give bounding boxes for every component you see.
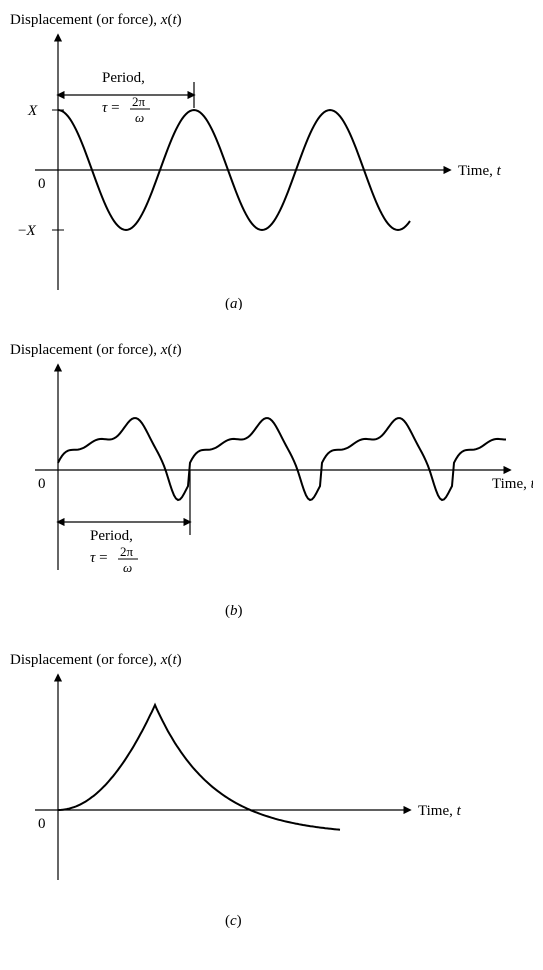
x-axis-label: Time, t — [458, 163, 502, 179]
origin-b: 0 — [38, 476, 46, 492]
svg-text:2π: 2π — [132, 94, 146, 109]
period-label-line1: Period, — [102, 70, 145, 86]
x-axis-label-b: Time, t — [492, 476, 533, 492]
panel-a: Displacement (or force), x(t) Time, t Pe… — [10, 10, 533, 310]
period-formula-b: Period, τ = 2π ω — [90, 528, 138, 575]
svg-text:τ =: τ = — [90, 550, 108, 566]
caption-a: (a) — [225, 296, 243, 310]
y-axis-label-b: Displacement (or force), x(t) — [10, 342, 182, 358]
svg-text:ω: ω — [135, 110, 144, 125]
y-axis-label-c: Displacement (or force), x(t) — [10, 652, 182, 668]
periodic-irregular-curve — [58, 418, 506, 500]
y-axis-label: Displacement (or force), x(t) — [10, 12, 182, 28]
svg-text:ω: ω — [123, 560, 132, 575]
transient-curve — [58, 705, 340, 830]
origin-c: 0 — [38, 816, 46, 832]
panel-b-svg: Displacement (or force), x(t) Time, t 0 … — [10, 340, 533, 620]
caption-c: (c) — [225, 913, 242, 929]
svg-text:Period,: Period, — [90, 528, 133, 544]
caption-b: (b) — [225, 603, 243, 619]
amp-pos: X — [27, 103, 38, 119]
origin-a: 0 — [38, 176, 46, 192]
panel-b: Displacement (or force), x(t) Time, t 0 … — [10, 340, 533, 620]
amp-neg: −X — [18, 223, 36, 239]
x-axis-label-c: Time, t — [418, 803, 462, 819]
period-formula: τ = 2π ω — [102, 94, 150, 125]
svg-text:2π: 2π — [120, 544, 134, 559]
panel-c: Displacement (or force), x(t) Time, t 0 … — [10, 650, 533, 930]
svg-text:τ =: τ = — [102, 100, 120, 116]
panel-c-svg: Displacement (or force), x(t) Time, t 0 … — [10, 650, 533, 930]
panel-a-svg: Displacement (or force), x(t) Time, t Pe… — [10, 10, 533, 310]
